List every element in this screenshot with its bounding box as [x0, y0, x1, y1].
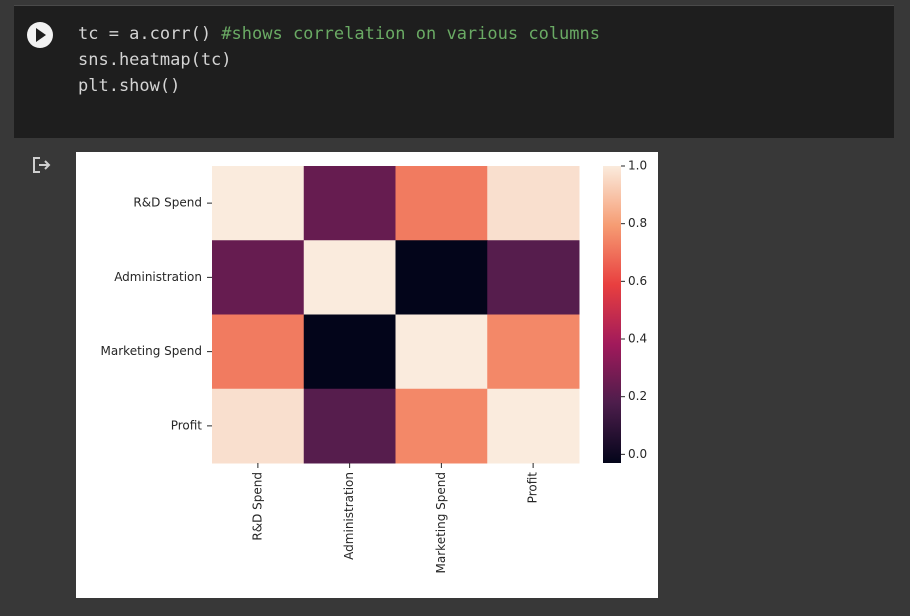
heatmap-cell: [212, 240, 305, 315]
y-tick-label: Marketing Spend: [101, 344, 202, 358]
x-tick-label: R&D Spend: [250, 472, 264, 541]
heatmap-cell: [212, 166, 305, 241]
heatmap-cell: [212, 388, 305, 464]
x-tick-label: Administration: [342, 472, 356, 560]
heatmap-cell: [303, 314, 396, 390]
colorbar-tick-label: 0.0: [628, 447, 647, 461]
code-text: tc = a.corr(): [78, 24, 221, 44]
heatmap-cell: [212, 314, 305, 390]
colorbar-tick-label: 0.8: [628, 216, 647, 230]
heatmap-cell: [303, 166, 396, 241]
heatmap-cell: [487, 314, 580, 390]
colorbar-tick-label: 1.0: [628, 159, 647, 173]
y-tick-label: R&D Spend: [133, 196, 202, 210]
code-line: tc = a.corr() #shows correlation on vari…: [78, 24, 600, 44]
code-cell: [14, 5, 894, 138]
heatmap-cell: [303, 240, 396, 315]
colorbar-tick-label: 0.2: [628, 389, 647, 403]
run-button[interactable]: [27, 22, 53, 48]
colorbar-tick-label: 0.6: [628, 274, 647, 288]
run-icon[interactable]: [36, 28, 46, 42]
code-text: plt.show(): [78, 76, 180, 96]
heatmap-cell: [395, 314, 488, 390]
code-line: plt.show(): [78, 76, 180, 96]
code: tc = a.corr() #shows correlation on vari…: [78, 24, 600, 96]
code-comment: #shows correlation on various columns: [221, 24, 600, 44]
colorbar-tick-label: 0.4: [628, 332, 647, 346]
heatmap-cell: [303, 388, 396, 464]
heatmap-cell: [395, 240, 488, 315]
x-tick-label: Marketing Spend: [434, 472, 448, 573]
code-line: sns.heatmap(tc): [78, 50, 232, 70]
output-icon[interactable]: [33, 157, 51, 173]
colorbar: [603, 166, 621, 463]
x-tick-label: Profit: [526, 472, 540, 504]
y-tick-label: Administration: [114, 270, 202, 284]
heatmap-cell: [487, 166, 580, 241]
y-tick-label: Profit: [171, 418, 203, 432]
heatmap-cell: [395, 166, 488, 241]
heatmap-cell: [395, 388, 488, 464]
heatmap-cell: [487, 240, 580, 315]
code-text: sns.heatmap(tc): [78, 50, 232, 70]
output-glyph[interactable]: [33, 157, 51, 173]
heatmap-cell: [487, 388, 580, 464]
heatmap: R&D Spend Administration Marketing Spend Pr…: [101, 159, 648, 574]
cell-border: [14, 5, 894, 6]
